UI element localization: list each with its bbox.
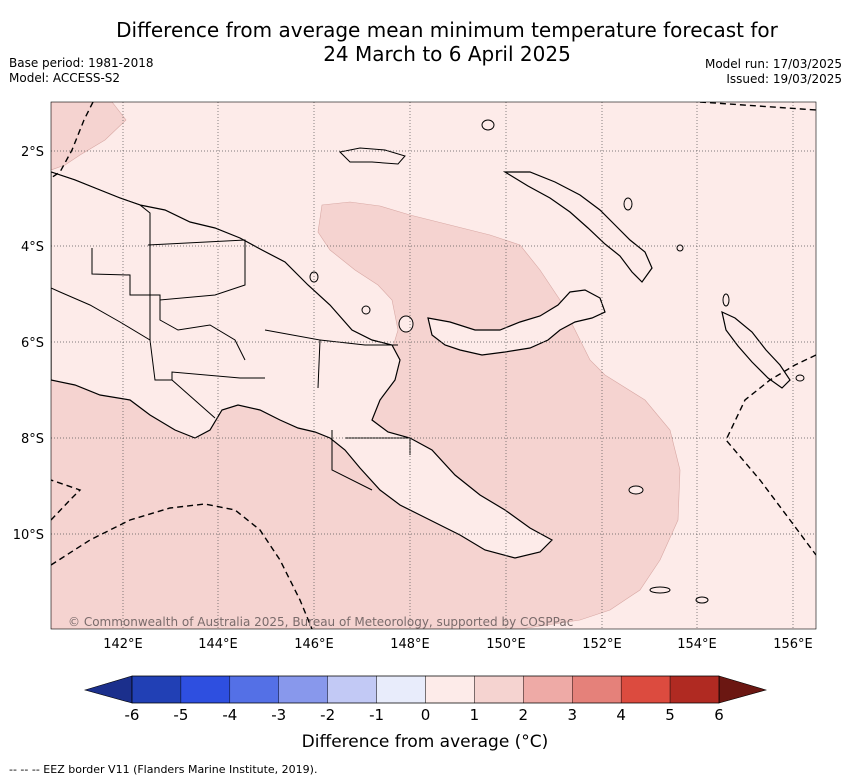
lat-label-8s: 8°S <box>21 432 44 447</box>
lat-label-6s: 6°S <box>21 336 44 351</box>
colorbar-tick-label: 0 <box>421 706 431 724</box>
anomaly-region-2-3-north <box>51 102 127 171</box>
colorbar-tick-label: 4 <box>616 706 626 724</box>
colorbar-title: Difference from average (°C) <box>301 732 549 752</box>
colorbar-tick-label: -6 <box>125 706 140 724</box>
issued-date: Issued: 19/03/2025 <box>726 72 842 86</box>
lon-label-150e: 150°E <box>486 637 526 652</box>
colorbar-tick-label: -4 <box>222 706 237 724</box>
colorbar-bin <box>278 675 328 704</box>
colorbar-frame <box>131 675 720 704</box>
manus-island <box>338 147 406 165</box>
longitude-labels: 142°E 144°E 146°E 148°E 150°E 152°E 154°… <box>103 637 813 652</box>
colorbar-tick-label: 6 <box>714 706 724 724</box>
colorbar-bin <box>669 675 720 704</box>
eez-borders <box>51 102 816 629</box>
colorbar-tick-label: 2 <box>519 706 529 724</box>
colorbar-bin <box>327 675 377 704</box>
colorbar-bin <box>229 675 279 704</box>
colorbar-bin <box>620 675 671 704</box>
title-line-1: Difference from average mean minimum tem… <box>116 18 778 42</box>
map-title: Difference from average mean minimum tem… <box>0 18 850 66</box>
colorbar-tick-label: 5 <box>665 706 675 724</box>
lon-label-154e: 154°E <box>677 637 717 652</box>
map-panel: © Commonwealth of Australia 2025, Bureau… <box>51 102 816 629</box>
new-ireland-island <box>502 171 653 283</box>
colorbar-tick-label: 3 <box>567 706 577 724</box>
colorbar-extend-high <box>718 675 768 704</box>
colorbar-tick-labels: -6 -5 -4 -3 -2 -1 0 1 2 3 4 5 6 <box>125 706 724 724</box>
base-period: Base period: 1981-2018 <box>9 56 154 70</box>
meta-left: Base period: 1981-2018 Model: ACCESS-S2 <box>9 56 154 86</box>
lat-label-4s: 4°S <box>21 240 44 255</box>
latitude-labels: 2°S 4°S 6°S 8°S 10°S <box>13 145 44 543</box>
lon-label-152e: 152°E <box>582 637 622 652</box>
model-name: Model: ACCESS-S2 <box>9 71 121 85</box>
lon-label-148e: 148°E <box>390 637 430 652</box>
copyright-text: © Commonwealth of Australia 2025, Bureau… <box>68 615 573 629</box>
graticule <box>51 102 816 629</box>
colorbar-tick-label: -1 <box>369 706 384 724</box>
colorbar-bin <box>131 675 182 704</box>
title-line-2: 24 March to 6 April 2025 <box>323 42 571 66</box>
model-run: Model run: 17/03/2025 <box>704 57 842 71</box>
lon-label-144e: 144°E <box>198 637 238 652</box>
new-britain-island <box>427 289 606 356</box>
province-boundaries <box>91 213 411 491</box>
colorbar-bin <box>376 675 426 704</box>
colorbar-bin <box>523 675 573 704</box>
colorbar-bin <box>180 675 231 704</box>
lon-label-156e: 156°E <box>773 637 813 652</box>
colorbar-tick-label: -5 <box>173 706 188 724</box>
colorbar: -6 -5 -4 -3 -2 -1 0 1 2 3 4 5 6 <box>83 675 768 724</box>
colorbar-extend-low <box>83 675 133 704</box>
colorbar-bin <box>572 675 622 704</box>
eez-border-note: -- -- -- EEZ border V11 (Flanders Marine… <box>9 763 318 776</box>
meta-right: Model run: 17/03/2025 Issued: 19/03/2025 <box>705 57 842 87</box>
colorbar-tick-label: -3 <box>271 706 286 724</box>
colorbar-tick-label: -2 <box>320 706 335 724</box>
lon-label-146e: 146°E <box>294 637 334 652</box>
colorbar-bins <box>131 675 720 704</box>
lat-label-2s: 2°S <box>21 145 44 160</box>
colorbar-bin <box>425 675 475 704</box>
bougainville-island <box>721 310 791 389</box>
lat-label-10s: 10°S <box>13 528 44 543</box>
colorbar-tick-label: 1 <box>470 706 480 724</box>
colorbar-bin <box>474 675 524 704</box>
map-frame <box>50 101 817 630</box>
lon-label-142e: 142°E <box>103 637 143 652</box>
